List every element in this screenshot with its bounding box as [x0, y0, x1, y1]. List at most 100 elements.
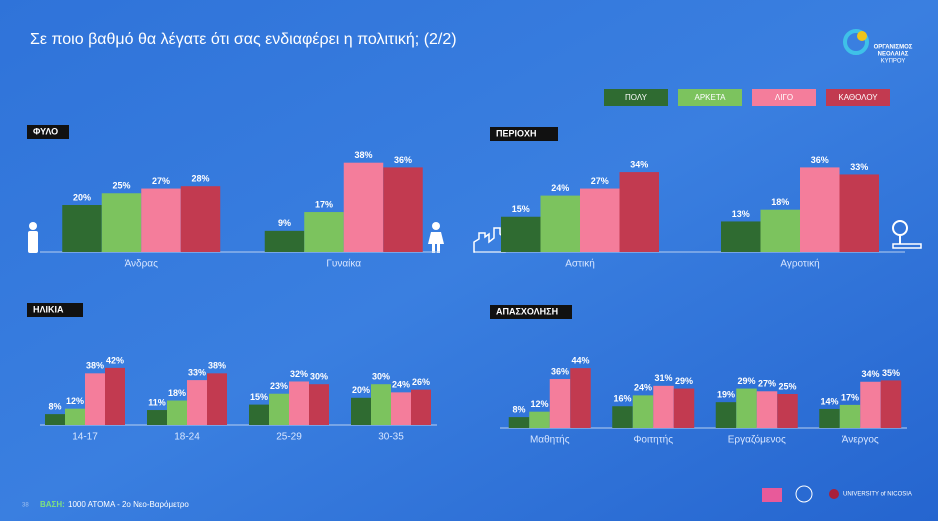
bar: ΚΑΘΟΛΟΥ	[207, 373, 227, 425]
bar: ΛΙΓΟ	[391, 392, 411, 425]
section-tag	[490, 127, 558, 141]
value-label: 33%	[850, 162, 868, 172]
value-label: 26%	[412, 377, 430, 387]
value-label: 15%	[512, 204, 530, 214]
section-tag	[27, 303, 83, 317]
legend-label: ΛΙΓΟ	[775, 93, 793, 102]
section-title: ΦΥΛΟ	[33, 126, 58, 136]
value-label: 25%	[778, 381, 796, 391]
value-label: 18%	[168, 388, 186, 398]
value-label: 35%	[882, 368, 900, 378]
section-title: ΑΠΑΣΧΟΛΗΣΗ	[496, 306, 558, 316]
bar: ΠΟΛΥ	[264, 230, 305, 252]
bar: ΑΡΚΕΤΑ	[167, 400, 187, 425]
bar: ΛΙΓΟ	[343, 162, 384, 252]
bar: ΛΙΓΟ	[756, 391, 778, 428]
bar: ΑΡΚΕΤΑ	[65, 408, 85, 425]
bar: ΛΙΓΟ	[187, 380, 207, 425]
legend-label: ΚΑΘΟΛΟΥ	[838, 93, 878, 102]
bar: ΠΟΛΥ	[612, 406, 633, 428]
section-tag	[490, 305, 572, 319]
category-label: Εργαζόμενος	[728, 434, 786, 446]
bar: ΑΡΚΕΤΑ	[269, 393, 289, 425]
bar: ΠΟΛΥ	[501, 216, 541, 252]
legend-label: ΠΟΛΥ	[625, 93, 648, 102]
section-title: ΠΕΡΙΟΧΗ	[496, 128, 537, 138]
value-label: 29%	[675, 376, 693, 386]
bar: ΚΑΘΟΛΟΥ	[105, 367, 125, 425]
sponsor-logo	[762, 488, 782, 502]
icons	[28, 220, 922, 253]
slide-title: Σε ποιο βαθμό θα λέγατε ότι σας ενδιαφέρ…	[30, 31, 457, 48]
value-label: 23%	[270, 381, 288, 391]
category-label: 30-35	[378, 432, 404, 443]
value-label: 32%	[290, 369, 308, 379]
value-label: 18%	[771, 197, 789, 207]
bar: ΚΑΘΟΛΟΥ	[839, 174, 879, 252]
value-label: 19%	[717, 390, 735, 400]
value-label: 12%	[66, 396, 84, 406]
bar: ΚΑΘΟΛΟΥ	[673, 388, 695, 428]
bar: ΛΙΓΟ	[85, 373, 105, 425]
legend-swatch	[826, 89, 890, 106]
value-label: 34%	[861, 369, 879, 379]
page-number: 38	[22, 503, 29, 509]
value-label: 13%	[732, 209, 750, 219]
bar: ΑΡΚΕΤΑ	[304, 212, 344, 252]
bar: ΛΙΓΟ	[860, 381, 881, 428]
value-label: 38%	[208, 361, 226, 371]
value-label: 14%	[820, 396, 838, 406]
bar: ΑΡΚΕΤΑ	[736, 388, 757, 428]
value-label: 25%	[112, 181, 130, 191]
bar: ΠΟΛΥ	[351, 397, 371, 425]
category-label: Μαθητής	[530, 434, 570, 446]
category-label: Αστική	[565, 258, 595, 270]
bar: ΑΡΚΕΤΑ	[839, 404, 861, 428]
value-label: 17%	[315, 199, 333, 209]
value-label: 36%	[811, 155, 829, 165]
value-label: 34%	[630, 159, 648, 169]
bar: ΠΟΛΥ	[721, 221, 761, 252]
value-label: 30%	[310, 372, 328, 382]
section-tag	[27, 125, 69, 139]
value-label: 36%	[394, 155, 412, 165]
bar: ΛΙΓΟ	[653, 385, 674, 428]
value-label: 27%	[152, 176, 170, 186]
bar: ΚΑΘΟΛΟΥ	[619, 172, 659, 252]
value-label: 24%	[551, 183, 569, 193]
bar: ΑΡΚΕΤΑ	[632, 395, 654, 428]
bar: ΑΡΚΕΤΑ	[371, 384, 391, 425]
value-label: 31%	[654, 373, 672, 383]
bar: ΠΟΛΥ	[45, 414, 65, 425]
bar: ΠΟΛΥ	[147, 410, 167, 425]
value-label: 38%	[86, 361, 104, 371]
category-label: Αγροτική	[780, 258, 819, 270]
legend-swatch	[678, 89, 742, 106]
sponsor-logo	[795, 485, 813, 503]
value-label: 8%	[512, 404, 525, 414]
category-label: 14-17	[72, 432, 98, 443]
value-label: 29%	[737, 376, 755, 386]
section-title: ΗΛΙΚΙΑ	[33, 304, 64, 314]
value-label: 8%	[48, 401, 61, 411]
footer-base-label: ΒΑΣΗ:	[40, 500, 65, 509]
bar: ΠΟΛΥ	[62, 205, 102, 252]
bar: ΚΑΘΟΛΟΥ	[411, 389, 431, 425]
value-label: 38%	[354, 150, 372, 160]
bar: ΚΑΘΟΛΟΥ	[383, 167, 423, 252]
bar: ΑΡΚΕΤΑ	[529, 411, 550, 428]
category-label: 18-24	[174, 432, 200, 443]
logo-text: ΝΕΟΛΑΙΑΣ	[878, 52, 909, 58]
category-label: Άνδρας	[125, 259, 159, 270]
bar: ΚΑΘΟΛΟΥ	[880, 380, 902, 428]
bar: ΛΙΓΟ	[289, 381, 309, 425]
bar: ΑΡΚΕΤΑ	[101, 193, 142, 252]
value-label: 27%	[591, 176, 609, 186]
footer-base: 1000 ΑΤΟΜΑ - 2ο Νεο-Βαρόμετρο	[68, 500, 189, 509]
value-label: 33%	[188, 367, 206, 377]
value-label: 44%	[571, 356, 589, 366]
value-label: 24%	[634, 383, 652, 393]
category-label: Άνεργος	[842, 435, 879, 446]
